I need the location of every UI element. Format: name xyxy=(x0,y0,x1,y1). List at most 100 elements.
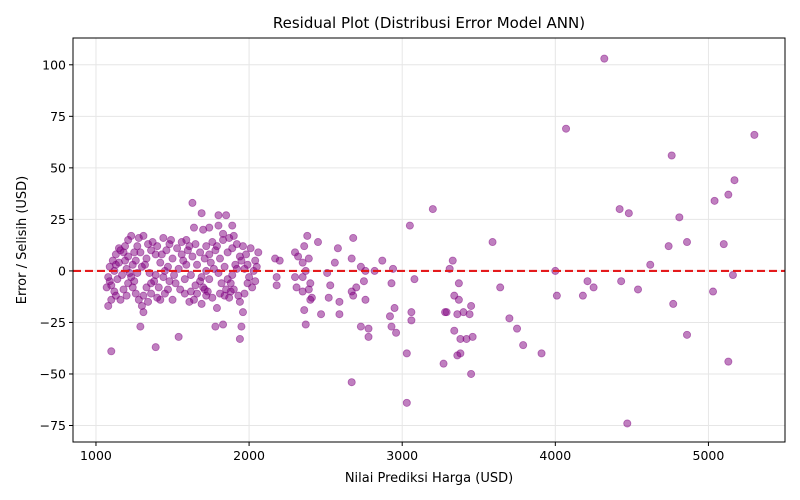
scatter-point xyxy=(392,328,401,337)
scatter-point xyxy=(176,285,185,294)
scatter-point xyxy=(217,279,226,288)
scatter-point xyxy=(163,285,172,294)
scatter-point xyxy=(347,254,356,263)
scatter-point xyxy=(326,281,335,290)
scatter-point xyxy=(407,308,416,317)
scatter-point xyxy=(121,256,130,265)
scatter-point xyxy=(467,369,476,378)
y-tick-label: −25 xyxy=(40,315,66,330)
y-tick-label: 100 xyxy=(42,57,66,72)
scatter-point xyxy=(219,235,228,244)
scatter-point xyxy=(186,271,195,280)
scatter-point xyxy=(387,279,396,288)
scatter-point xyxy=(467,301,476,310)
scatter-point xyxy=(617,277,626,286)
scatter-point xyxy=(214,211,223,220)
y-tick-label: 75 xyxy=(50,109,66,124)
scatter-point xyxy=(710,196,719,205)
x-tick-label: 4000 xyxy=(539,448,571,463)
scatter-point xyxy=(385,312,394,321)
scatter-point xyxy=(675,213,684,222)
scatter-point xyxy=(405,221,414,230)
scatter-point xyxy=(117,271,126,280)
scatter-point xyxy=(402,398,411,407)
scatter-point xyxy=(298,287,307,296)
x-axis-ticks: 1000 2000 3000 4000 5000 xyxy=(80,442,724,463)
y-tick-label: 50 xyxy=(50,160,66,175)
y-tick-label: −75 xyxy=(40,418,66,433)
scatter-point xyxy=(214,221,223,230)
scatter-point xyxy=(197,209,206,218)
scatter-point xyxy=(215,254,224,263)
scatter-point xyxy=(228,221,237,230)
scatter-point xyxy=(728,271,737,280)
scatter-point xyxy=(272,273,281,282)
x-tick-label: 2000 xyxy=(233,448,265,463)
scatter-point xyxy=(116,246,125,255)
scatter-point xyxy=(185,242,194,251)
scatter-point xyxy=(130,277,139,286)
scatter-point xyxy=(139,308,148,317)
scatter-point xyxy=(453,310,462,319)
scatter-point xyxy=(624,209,633,218)
scatter-point xyxy=(197,299,206,308)
scatter-point xyxy=(156,258,165,267)
scatter-point xyxy=(359,277,368,286)
grid xyxy=(73,38,785,442)
scatter-point xyxy=(364,332,373,341)
scatter-point xyxy=(519,341,528,350)
scatter-point xyxy=(291,273,300,282)
scatter-point xyxy=(220,262,229,271)
chart-title: Residual Plot (Distribusi Error Model AN… xyxy=(273,14,585,32)
scatter-point xyxy=(116,295,125,304)
scatter-point xyxy=(390,304,399,313)
scatter-point xyxy=(306,295,315,304)
scatter-point xyxy=(583,277,592,286)
scatter-point xyxy=(454,295,463,304)
scatter-point xyxy=(188,198,197,207)
x-tick-label: 3000 xyxy=(386,448,418,463)
x-axis-label: Nilai Prediksi Harga (USD) xyxy=(345,471,513,486)
scatter-point xyxy=(162,246,171,255)
scatter-point xyxy=(147,289,156,298)
scatter-point xyxy=(122,291,131,300)
scatter-point xyxy=(298,273,307,282)
scatter-point xyxy=(238,242,247,251)
scatter-point xyxy=(275,256,284,265)
scatter-point xyxy=(505,314,514,323)
scatter-point xyxy=(450,326,459,335)
scatter-point xyxy=(151,271,160,280)
scatter-point xyxy=(245,273,254,282)
scatter-point xyxy=(180,275,189,284)
scatter-point xyxy=(212,304,221,313)
scatter-point xyxy=(300,242,309,251)
scatter-point xyxy=(646,260,655,269)
scatter-point xyxy=(562,124,571,133)
scatter-point xyxy=(163,262,172,271)
scatter-point xyxy=(349,233,358,242)
y-axis-label: Error / Selisih (USD) xyxy=(15,176,30,304)
scatter-point xyxy=(237,322,246,331)
scatter-point xyxy=(147,279,156,288)
scatter-point xyxy=(496,283,505,292)
scatter-point xyxy=(131,289,140,298)
scatter-point xyxy=(402,349,411,358)
scatter-point xyxy=(667,151,676,160)
scatter-point xyxy=(301,320,310,329)
y-tick-label: −50 xyxy=(40,366,66,381)
scatter-point xyxy=(130,248,139,257)
scatter-point xyxy=(589,283,598,292)
scatter-point xyxy=(131,256,140,265)
scatter-point xyxy=(313,238,322,247)
scatter-point xyxy=(144,297,153,306)
scatter-point xyxy=(165,240,174,249)
scatter-point xyxy=(173,244,182,253)
scatter-point xyxy=(238,308,247,317)
scatter-point xyxy=(330,258,339,267)
scatter-point xyxy=(300,306,309,315)
scatter-point xyxy=(439,359,448,368)
scatter-point xyxy=(124,235,133,244)
scatter-point xyxy=(211,322,220,331)
scatter-point xyxy=(170,271,179,280)
scatter-point xyxy=(159,233,168,242)
